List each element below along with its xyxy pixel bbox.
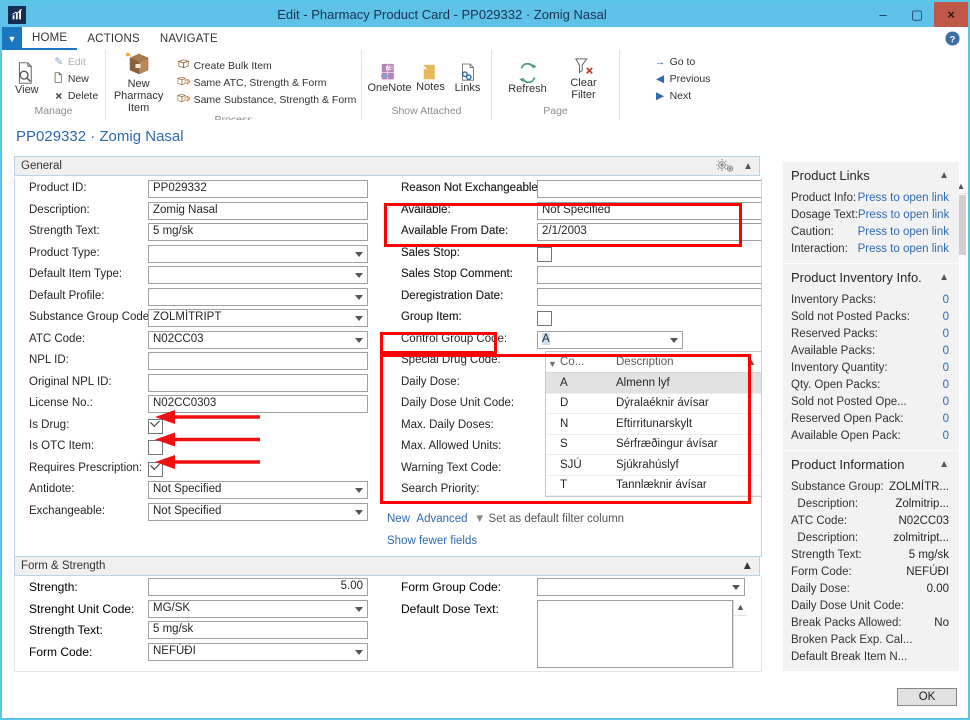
svg-text:?: ? [950,34,956,44]
